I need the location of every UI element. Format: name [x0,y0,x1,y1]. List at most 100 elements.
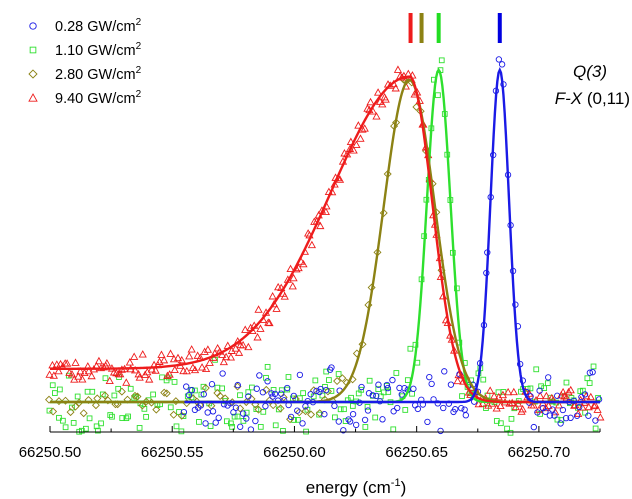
data-point [257,424,264,430]
data-point [280,428,286,434]
data-point [490,391,499,400]
data-point [119,415,126,421]
data-point [45,395,54,404]
data-point [309,386,318,395]
data-point [221,352,231,361]
data-point [459,393,465,399]
data-point [232,404,240,411]
fit-layer [50,66,600,404]
data-point [91,401,100,410]
data-point [234,348,244,356]
data-point [507,429,514,436]
series-points-1 [46,57,601,436]
data-point [307,240,317,249]
data-point [243,409,250,416]
data-point [354,121,363,129]
data-point [84,396,93,405]
data-point [245,389,252,396]
data-point [86,415,93,422]
data-point [101,391,109,400]
data-point [285,374,292,380]
data-point [117,387,126,396]
data-point [241,325,250,333]
data-point [307,391,314,398]
data-point [545,374,552,381]
data-point [143,414,149,420]
data-point [284,384,291,392]
data-point [589,401,599,410]
data-point [49,371,58,379]
data-point [505,399,514,407]
data-point [130,391,139,400]
data-point [74,372,83,380]
data-point [271,390,279,398]
data-point [401,385,408,392]
data-point [349,411,357,418]
data-point [435,92,441,99]
data-point [160,388,169,397]
data-point [378,99,387,108]
data-point [62,424,69,431]
data-point [157,350,166,358]
data-point [188,387,196,394]
data-point [123,415,130,422]
data-point [184,393,191,400]
data-point [254,405,263,414]
data-point [402,407,409,413]
data-point [346,418,354,425]
data-point [252,417,259,425]
data-point [166,349,175,357]
data-point [236,404,245,413]
data-point [98,420,104,427]
data-point [63,359,72,367]
data-point [328,364,335,371]
data-point [360,124,369,132]
data-point [130,352,139,360]
data-point [554,416,561,423]
x-tick-label: 66250.70 [508,444,571,461]
annotation-line2: F-X (0,11) [555,89,630,108]
data-point [394,404,401,412]
legend-marker [29,46,37,54]
data-point [321,411,328,418]
x-axis-title: energy (cm-1) [306,477,406,497]
data-point [182,366,191,375]
data-point [269,401,278,410]
data-point [527,393,534,400]
data-point [533,366,540,373]
data-point [264,378,271,385]
data-point [264,363,271,370]
data-point [358,386,365,393]
data-point [111,392,118,399]
data-point [349,403,356,409]
data-point [180,408,188,416]
legend-marker [28,69,38,79]
data-point [307,410,316,419]
data-point [366,377,373,384]
data-point [263,374,269,381]
data-point [65,368,74,376]
data-point [52,390,58,396]
peak-markers [408,13,502,43]
data-point [504,425,510,432]
fit-line-3 [50,75,600,404]
data-point [145,375,154,383]
data-point [127,385,134,392]
data-point [226,353,236,361]
data-point [159,355,169,364]
data-point [529,401,538,409]
data-point [136,425,143,431]
data-point [287,413,295,421]
data-point [201,364,211,373]
data-point [375,386,382,392]
data-point [74,393,81,400]
data-point [384,384,391,392]
data-point [237,392,243,399]
data-point [348,394,354,401]
data-point [462,412,469,419]
data-point [237,423,244,430]
data-point [109,368,119,376]
data-point [95,427,101,434]
data-point [67,370,77,378]
data-point [288,281,297,290]
